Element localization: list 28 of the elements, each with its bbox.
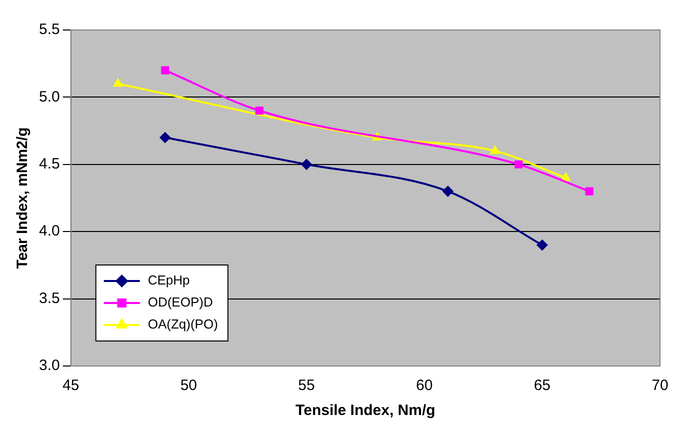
x-tick-label: 55 xyxy=(298,377,315,394)
point xyxy=(536,240,548,251)
x-tick-label: 70 xyxy=(652,377,668,394)
x-axis-title: Tensile Index, Nm/g xyxy=(296,402,436,420)
y-axis-title: Tear Index, mNm2/g xyxy=(14,127,32,269)
y-tick-label: 3.0 xyxy=(38,357,60,374)
point xyxy=(255,106,264,115)
legend-label: OA(Zq)(PO) xyxy=(148,316,218,332)
point xyxy=(514,160,523,168)
x-tick-label: 50 xyxy=(180,377,198,394)
point xyxy=(113,78,123,87)
y-tick-label: 5.0 xyxy=(38,88,60,106)
point xyxy=(585,187,594,196)
point xyxy=(161,66,170,74)
x-tick-label: 65 xyxy=(534,377,551,394)
y-tick-label: 4.5 xyxy=(38,156,60,173)
point xyxy=(442,186,454,197)
x-tick-label: 60 xyxy=(416,377,433,394)
x-tick-label: 45 xyxy=(62,377,80,394)
point xyxy=(301,158,312,170)
point xyxy=(560,172,571,181)
y-tick-label: 4.0 xyxy=(38,222,60,240)
y-tick-label: 3.5 xyxy=(38,290,60,307)
legend-label: OD(EOP)D xyxy=(148,294,213,310)
y-tick-label: 5.5 xyxy=(38,21,60,38)
point xyxy=(160,132,171,144)
legend-label: CEpHp xyxy=(148,272,190,288)
point xyxy=(490,145,500,154)
